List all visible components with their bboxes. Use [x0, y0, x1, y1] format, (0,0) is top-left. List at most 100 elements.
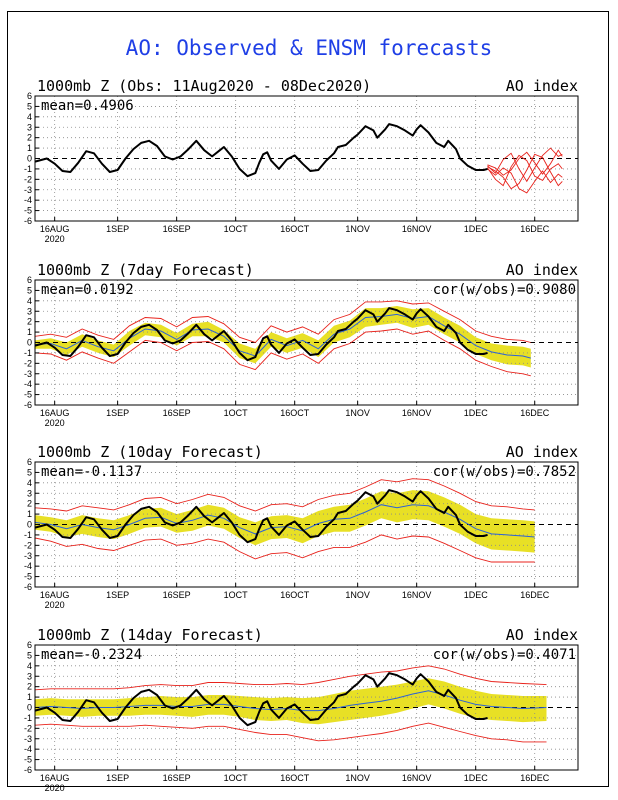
ensemble-min-line	[34, 722, 547, 743]
y-tick-label: 2	[27, 317, 32, 327]
x-tick-label: 16NOV	[402, 408, 432, 418]
y-tick-label: -5	[24, 572, 32, 582]
x-tick-label: 16AUG	[40, 590, 70, 600]
x-tick-label: 1NOV	[345, 408, 370, 418]
x-tick-label: 16SEP	[163, 590, 191, 600]
index-label: AO index	[506, 626, 578, 644]
x-tick-label: 16DEC	[520, 590, 550, 600]
correlation-stat: cor(w/obs)=0.4071	[433, 647, 576, 663]
observed-ao-line	[34, 307, 488, 362]
y-tick-label: -5	[24, 755, 32, 765]
x-tick-label: 1DEC	[464, 224, 489, 234]
y-tick-label: -6	[24, 400, 32, 410]
y-tick-label: -5	[24, 206, 32, 216]
y-tick-label: 3	[27, 488, 32, 498]
x-tick-label: 16OCT	[280, 408, 310, 418]
y-tick-label: -3	[24, 369, 32, 379]
ensemble-member-line	[487, 147, 563, 183]
y-tick-label: 5	[27, 101, 32, 111]
panel-title: 1000mb Z (Obs: 11Aug2020 - 08Dec2020)	[37, 77, 371, 95]
observed-ao-line	[34, 672, 488, 727]
x-tick-label: 16OCT	[280, 773, 310, 783]
y-tick-label: 6	[27, 91, 32, 101]
y-tick-label: 4	[27, 296, 32, 306]
ensemble-spread-band	[35, 678, 547, 725]
x-tick-label: 1SEP	[106, 773, 129, 783]
panel-3: 1000mb Z (10day Forecast) AO index 6543210…	[24, 443, 579, 610]
ensemble-max-line	[34, 478, 535, 512]
y-tick-label: 4	[27, 112, 32, 122]
x-tick-label: 16DEC	[520, 408, 550, 418]
x-tick-label: 16SEP	[163, 773, 191, 783]
y-tick-label: -6	[24, 582, 32, 592]
x-tick-label: 1SEP	[106, 224, 129, 234]
x-tick-label: 1OCT	[224, 408, 249, 418]
x-tick-label: 1DEC	[464, 408, 489, 418]
x-tick-label: 16DEC	[520, 224, 550, 234]
y-tick-label: -3	[24, 551, 32, 561]
y-tick-label: -2	[24, 723, 32, 733]
y-tick-label: 3	[27, 122, 32, 132]
y-tick-label: 5	[27, 285, 32, 295]
y-tick-label: -1	[24, 713, 32, 723]
year-label: 2020	[45, 418, 65, 428]
x-tick-label: 1SEP	[106, 408, 129, 418]
ensemble-member-line	[487, 153, 563, 190]
mean-stat: mean=0.4906	[41, 98, 134, 114]
year-label: 2020	[45, 600, 65, 610]
x-tick-label: 1NOV	[345, 224, 370, 234]
mean-stat: mean=-0.2324	[41, 647, 142, 663]
x-tick-label: 16NOV	[402, 224, 432, 234]
x-tick-label: 16SEP	[163, 408, 191, 418]
y-tick-label: 1	[27, 692, 32, 702]
y-tick-label: -1	[24, 164, 32, 174]
mean-stat: mean=-0.1137	[41, 464, 142, 480]
y-tick-label: 0	[27, 520, 32, 530]
year-label: 2020	[45, 234, 65, 244]
y-tick-label: 5	[27, 467, 32, 477]
correlation-stat: cor(w/obs)=0.7852	[433, 464, 576, 480]
y-tick-label: 0	[27, 338, 32, 348]
y-tick-label: 2	[27, 682, 32, 692]
y-tick-label: -4	[24, 195, 32, 205]
y-tick-label: -6	[24, 765, 32, 775]
y-tick-label: -2	[24, 540, 32, 550]
y-tick-label: 3	[27, 671, 32, 681]
y-tick-label: 1	[27, 143, 32, 153]
x-tick-label: 16NOV	[402, 773, 432, 783]
y-tick-label: -4	[24, 379, 32, 389]
y-tick-label: -5	[24, 390, 32, 400]
y-tick-label: 2	[27, 133, 32, 143]
ensemble-min-line	[34, 328, 531, 377]
x-tick-label: 16AUG	[40, 408, 70, 418]
x-tick-label: 1OCT	[224, 773, 249, 783]
y-tick-label: -4	[24, 561, 32, 571]
x-tick-label: 1DEC	[464, 773, 489, 783]
y-tick-label: 6	[27, 640, 32, 650]
y-tick-label: 3	[27, 306, 32, 316]
x-tick-label: 1OCT	[224, 590, 249, 600]
x-tick-label: 16DEC	[520, 773, 550, 783]
figure-title: AO: Observed & ENSM forecasts	[125, 36, 493, 60]
x-tick-label: 1DEC	[464, 590, 489, 600]
y-tick-label: -3	[24, 185, 32, 195]
observed-ao-line	[34, 123, 488, 178]
panel-title: 1000mb Z (10day Forecast)	[37, 443, 263, 461]
y-tick-label: -3	[24, 734, 32, 744]
y-tick-label: 4	[27, 478, 32, 488]
panel-4: 1000mb Z (14day Forecast) AO index 6543210…	[24, 626, 579, 793]
mean-stat: mean=0.0192	[41, 282, 134, 298]
y-tick-label: -6	[24, 216, 32, 226]
index-label: AO index	[506, 77, 578, 95]
year-label: 2020	[45, 783, 65, 793]
x-tick-label: 16OCT	[280, 224, 310, 234]
panel-2: 1000mb Z (7day Forecast) AO index6543210-…	[24, 261, 579, 428]
x-tick-label: 1NOV	[345, 590, 370, 600]
x-tick-label: 1NOV	[345, 773, 370, 783]
x-tick-label: 16SEP	[163, 224, 191, 234]
y-tick-label: 0	[27, 703, 32, 713]
x-tick-label: 16AUG	[40, 224, 70, 234]
ensemble-member-line	[487, 167, 563, 194]
y-tick-label: 1	[27, 327, 32, 337]
x-tick-label: 1SEP	[106, 590, 129, 600]
